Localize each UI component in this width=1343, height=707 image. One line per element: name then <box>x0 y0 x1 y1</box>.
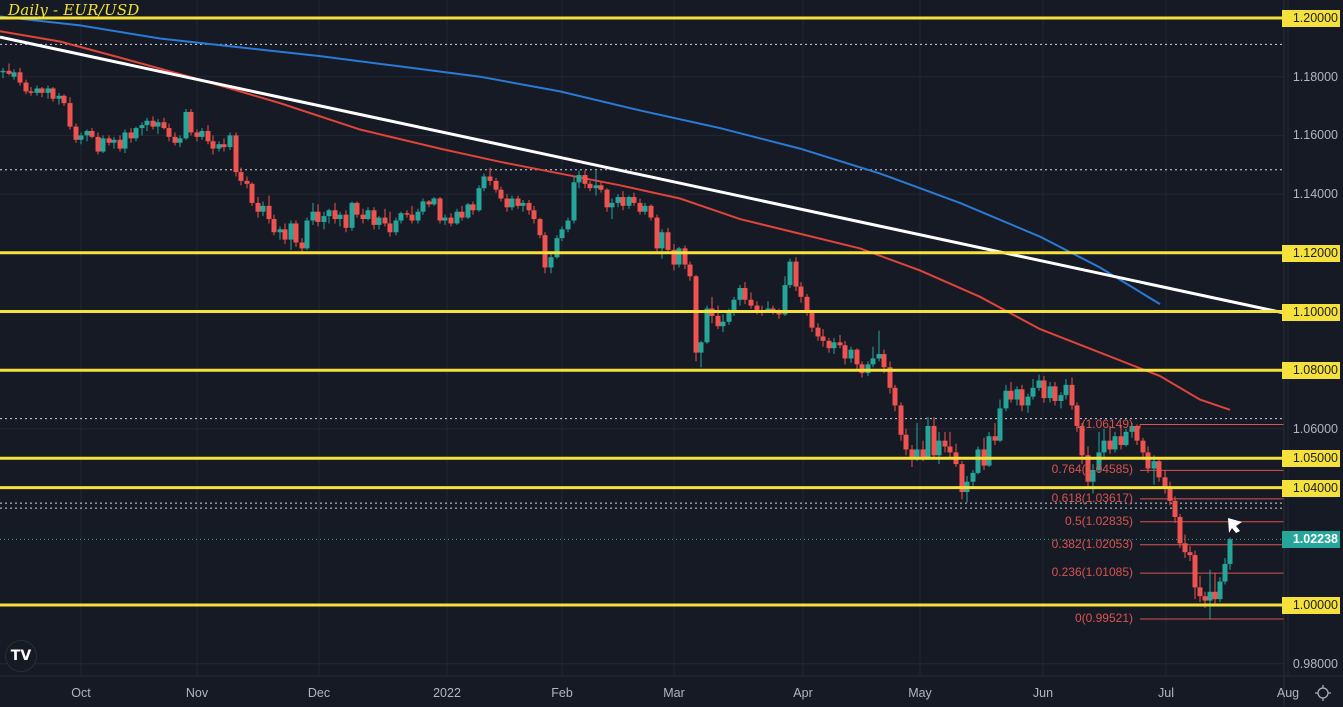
price-tick-label: 1.06000 <box>1292 421 1338 436</box>
price-tick-label: 1.00000 <box>1282 597 1340 614</box>
time-tick-label: Feb <box>551 686 573 700</box>
time-tick-label: 2022 <box>433 686 461 700</box>
price-tick-label: 1.18000 <box>1292 69 1338 84</box>
fib-level-label: 0(0.99521) <box>1074 611 1133 626</box>
price-tick-label: 1.16000 <box>1292 128 1338 143</box>
price-tick-label: 1.14000 <box>1292 187 1338 202</box>
moving-averages <box>0 15 1231 411</box>
arrow-annotation-icon[interactable] <box>1228 518 1242 533</box>
price-tick-label: 1.08000 <box>1282 362 1340 380</box>
logo-text: TV <box>10 648 32 664</box>
price-tick-label: 1.04000 <box>1282 479 1340 497</box>
fib-level-label: 0.764(1.04585) <box>1051 462 1133 477</box>
price-tick-label: 0.98000 <box>1292 656 1338 671</box>
dotted-levels <box>0 43 1284 509</box>
time-tick-label: May <box>908 686 932 700</box>
candlesticks <box>0 63 1233 620</box>
time-tick-label: Mar <box>663 686 685 700</box>
fib-level-label: 0.618(1.03617) <box>1051 490 1133 505</box>
price-tick-label: 1.10000 <box>1282 303 1340 321</box>
fib-level-label: 0.382(1.02053) <box>1051 536 1133 551</box>
time-tick-label: Nov <box>185 686 209 700</box>
time-tick-label: Jun <box>1032 686 1054 700</box>
time-tick-label: Aug <box>1276 686 1300 700</box>
chart-title: Daily - EUR/USD <box>8 1 140 19</box>
price-tick-label: 1.12000 <box>1282 244 1340 262</box>
horizontal-levels[interactable] <box>0 16 1284 607</box>
time-tick-label: Jul <box>1158 686 1174 700</box>
price-tick-label: 1.20000 <box>1282 10 1340 27</box>
current-price-badge: 1.02238 <box>1282 531 1340 549</box>
time-tick-label: Apr <box>793 686 813 700</box>
tradingview-logo-icon[interactable]: TV <box>5 640 37 672</box>
trendline[interactable] <box>0 35 1285 315</box>
fibonacci-retracement[interactable] <box>1139 424 1284 620</box>
time-tick-label: Dec <box>307 686 331 700</box>
price-tick-label: 1.05000 <box>1282 450 1340 468</box>
gear-icon[interactable] <box>1313 684 1333 704</box>
time-tick-label: Oct <box>71 686 91 700</box>
fib-level-label: 0.236(1.01085) <box>1051 565 1133 580</box>
fib-level-label: 1(1.06149) <box>1074 416 1133 431</box>
fib-level-label: 0.5(1.02835) <box>1064 513 1133 528</box>
